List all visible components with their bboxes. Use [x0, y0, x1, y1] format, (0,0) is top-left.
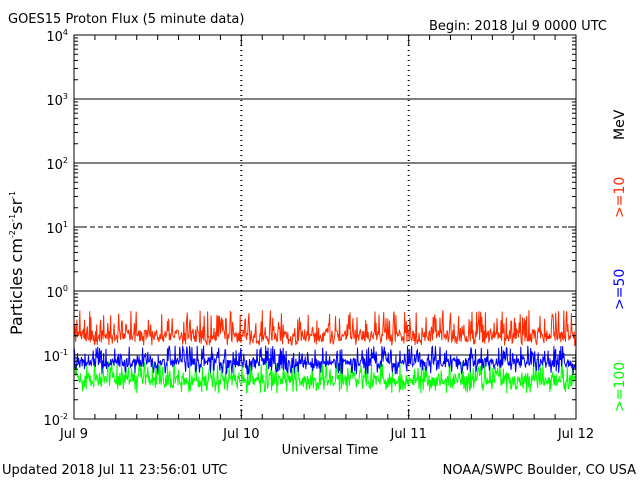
legend-ge50: >=50	[612, 269, 628, 310]
series-line-ge10	[73, 310, 577, 347]
y-tick-label: 104	[46, 28, 68, 45]
y-tick-label: 101	[46, 220, 68, 237]
legend-unit-mev: MeV	[612, 109, 628, 140]
legend-ge100: >=100	[612, 362, 628, 412]
series-layer	[73, 310, 577, 394]
x-tick-label: Jul 9	[59, 427, 88, 442]
y-tick-label: 100	[46, 284, 68, 301]
chart-title: GOES15 Proton Flux (5 minute data)	[8, 12, 244, 27]
y-tick-label: 10-2	[43, 412, 68, 429]
x-axis-label: Universal Time	[282, 443, 379, 458]
x-tick-label: Jul 11	[389, 427, 426, 442]
x-tick-label: Jul 12	[557, 427, 594, 442]
x-tick-label: Jul 10	[222, 427, 259, 442]
y-tick-label: 10-1	[43, 348, 68, 365]
y-axis-label: Particles cm-2s-1sr-1	[7, 191, 26, 335]
begin-time: Begin: 2018 Jul 9 0000 UTC	[429, 19, 607, 34]
legend-ge10: >=10	[612, 177, 628, 218]
y-tick-label: 102	[46, 156, 68, 173]
x-tick-marks	[73, 35, 577, 420]
updated-time: Updated 2018 Jul 11 23:56:01 UTC	[2, 463, 227, 478]
credit-text: NOAA/SWPC Boulder, CO USA	[443, 463, 636, 478]
y-tick-label: 103	[46, 92, 68, 109]
series-line-ge50	[73, 345, 577, 376]
x-tick-labels: Jul 9 Jul 10 Jul 11 Jul 12	[59, 427, 594, 442]
y-tick-labels: 104 103 102 101 100 10-1 10-2	[43, 28, 68, 429]
